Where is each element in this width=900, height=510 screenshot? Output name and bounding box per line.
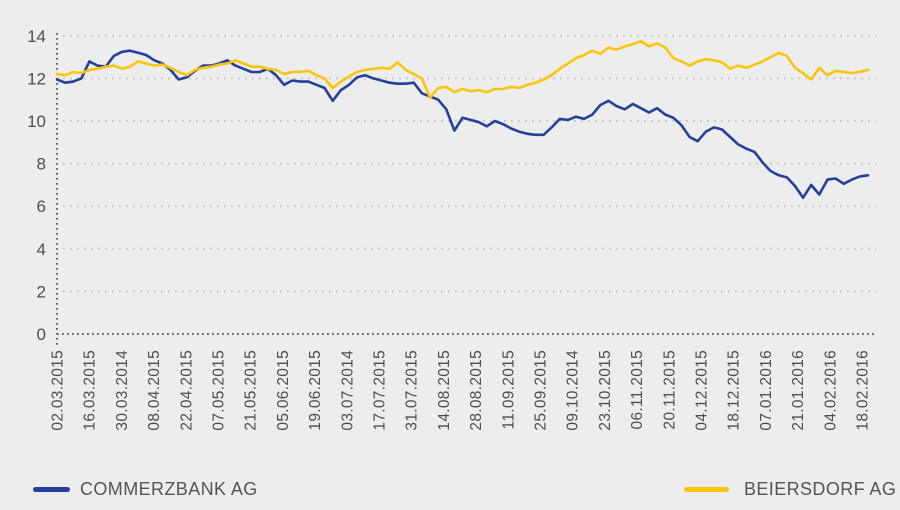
x-tick-label: 28.08.2015 bbox=[468, 350, 485, 431]
x-tick-label: 11.09.2015 bbox=[500, 350, 517, 429]
x-tick-label: 22.04.2015 bbox=[178, 350, 195, 431]
x-tick-label: 30.03.2014 bbox=[114, 350, 131, 431]
x-tick-label: 18.02.2016 bbox=[855, 350, 872, 431]
x-tick-label: 02.03.2015 bbox=[50, 350, 67, 431]
y-tick-label: 8 bbox=[37, 155, 46, 174]
x-tick-label: 20.11.2015 bbox=[661, 350, 678, 429]
legend-swatch-beiersdorf bbox=[684, 487, 729, 492]
y-tick-label: 4 bbox=[37, 240, 46, 259]
series-line-beiersdorf-ag bbox=[55, 39, 870, 99]
legend-label-beiersdorf: BEIERSDORF AG bbox=[744, 479, 897, 499]
x-tick-label: 19.06.2015 bbox=[307, 350, 324, 431]
line-chart: 0 2 4 6 8 10 12 14 02.03.2015 16.03.2015 30.03.201… bbox=[27, 27, 876, 431]
y-tick-label: 12 bbox=[27, 69, 46, 88]
y-tick-label: 14 bbox=[27, 27, 46, 46]
y-tick-label: 2 bbox=[37, 282, 46, 301]
x-tick-label: 23.10.2015 bbox=[597, 350, 614, 431]
x-tick-label: 25.09.2015 bbox=[533, 350, 550, 431]
x-tick-label: 18.12.2015 bbox=[726, 350, 743, 431]
x-tick-label: 21.01.2016 bbox=[790, 350, 807, 431]
y-tick-label: 6 bbox=[37, 197, 46, 216]
x-tick-label: 07.05.2015 bbox=[211, 350, 228, 431]
y-tick-label: 0 bbox=[37, 325, 46, 344]
x-tick-label: 07.01.2016 bbox=[758, 350, 775, 431]
legend-swatch-commerzbank bbox=[33, 487, 70, 492]
x-tick-label: 17.07.2015 bbox=[372, 350, 389, 431]
x-tick-label: 05.06.2015 bbox=[275, 350, 292, 431]
x-tick-label: 21.05.2015 bbox=[243, 350, 260, 431]
x-tick-label: 31.07.2015 bbox=[404, 350, 421, 431]
y-tick-label: 10 bbox=[27, 112, 46, 131]
x-tick-label: 14.08.2015 bbox=[436, 350, 453, 431]
x-tick-label: 09.10.2014 bbox=[565, 350, 582, 431]
x-tick-label: 16.03.2015 bbox=[82, 350, 99, 431]
x-tick-label: 08.04.2015 bbox=[146, 350, 163, 431]
x-tick-label: 03.07.2014 bbox=[339, 350, 356, 431]
x-tick-label: 06.11.2015 bbox=[629, 350, 646, 429]
x-tick-label: 04.12.2015 bbox=[694, 350, 711, 431]
legend-label-commerzbank: COMMERZBANK AG bbox=[80, 479, 258, 499]
x-tick-label: 04.02.2016 bbox=[822, 350, 839, 431]
